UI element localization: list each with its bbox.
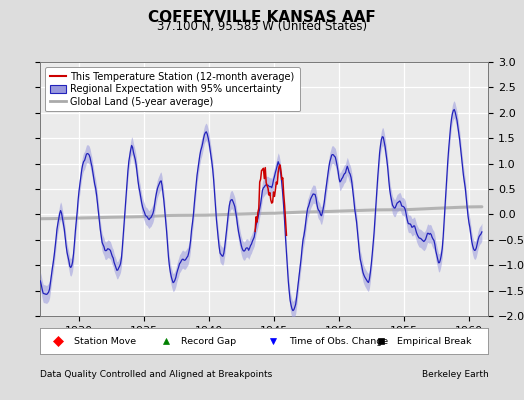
Text: Station Move: Station Move	[74, 336, 136, 346]
Text: Empirical Break: Empirical Break	[397, 336, 471, 346]
Text: Berkeley Earth: Berkeley Earth	[422, 370, 488, 379]
Text: COFFEYVILLE KANSAS AAF: COFFEYVILLE KANSAS AAF	[148, 10, 376, 25]
Text: Record Gap: Record Gap	[181, 336, 237, 346]
Text: Time of Obs. Change: Time of Obs. Change	[289, 336, 388, 346]
Text: 37.100 N, 95.583 W (United States): 37.100 N, 95.583 W (United States)	[157, 20, 367, 33]
Text: Data Quality Controlled and Aligned at Breakpoints: Data Quality Controlled and Aligned at B…	[40, 370, 272, 379]
Legend: This Temperature Station (12-month average), Regional Expectation with 95% uncer: This Temperature Station (12-month avera…	[45, 67, 300, 112]
